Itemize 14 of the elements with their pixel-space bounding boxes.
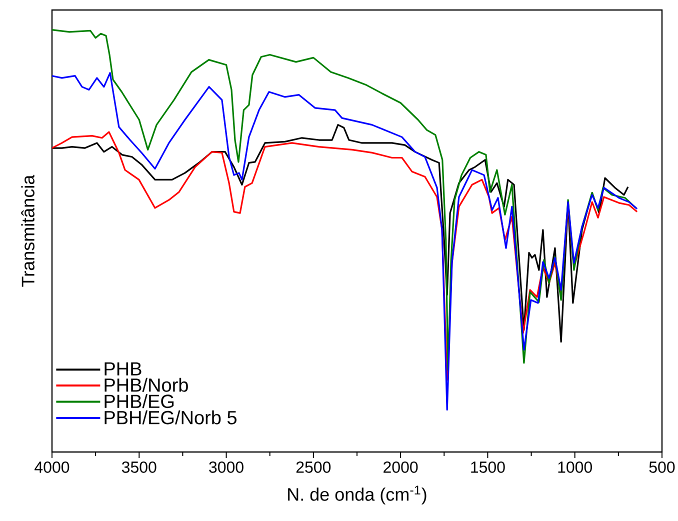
x-tick-label: 3500 — [122, 462, 156, 473]
legend-label: PHB/Norb — [104, 378, 188, 392]
y-axis-title: Transmitância — [21, 174, 34, 287]
x-axis-title: N. de onda (cm$^{-1}$) — [288, 486, 426, 504]
legend-label: PBH/EG/Norb 5 — [104, 410, 236, 424]
x-tick-label: 4000 — [34, 462, 70, 473]
x-tick-label: 1500 — [471, 462, 505, 473]
x-tick-label: 1000 — [558, 462, 592, 473]
x-tick-label: 2000 — [384, 462, 418, 473]
x-tick-label: 3000 — [209, 462, 244, 473]
legend-label: PHB/EG — [104, 394, 174, 408]
x-tick-label: 2500 — [296, 462, 331, 473]
x-tick-label: 500 — [649, 462, 675, 473]
legend-label: PHB — [104, 362, 142, 376]
